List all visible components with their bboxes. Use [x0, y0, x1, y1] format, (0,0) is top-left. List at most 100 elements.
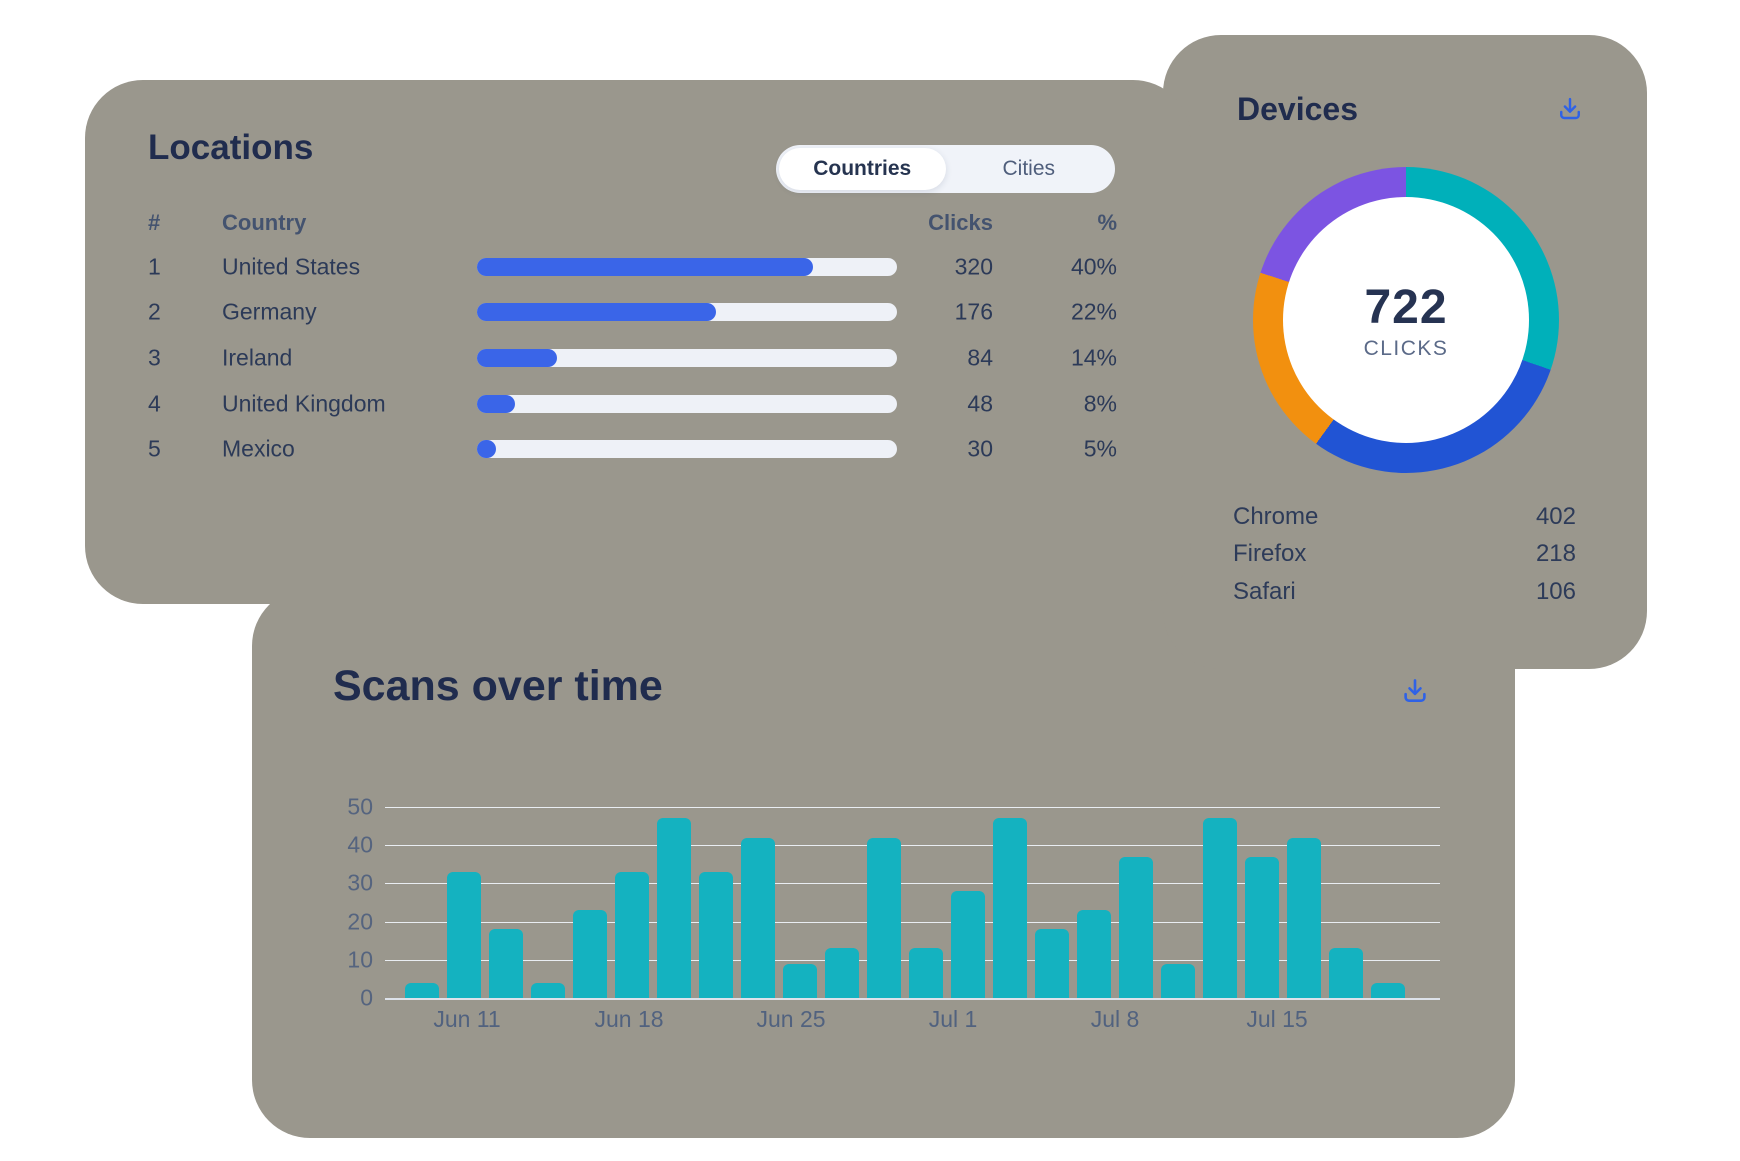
- toggle-cities-button[interactable]: Cities: [946, 148, 1113, 190]
- row-country: Mexico: [222, 435, 295, 462]
- clicks-bar-fill: [477, 348, 557, 367]
- locations-table-body: 1 United States 320 40% 2 Germany 176 22% 3 Irela…: [100, 244, 1167, 472]
- bar[interactable]: [1287, 837, 1321, 998]
- clicks-bar-track: [477, 257, 897, 276]
- table-row: 2 Germany 176 22%: [100, 290, 1167, 336]
- clicks-bar-track: [477, 303, 897, 322]
- bar[interactable]: [447, 871, 481, 998]
- bar[interactable]: [1371, 982, 1405, 998]
- donut-center-text: 722 CLICKS: [1253, 167, 1559, 473]
- x-axis-tick-label: Jun 25: [756, 1006, 826, 1032]
- gridline: [385, 845, 1440, 847]
- legend-label: Firefox: [1233, 540, 1307, 568]
- legend-row: Safari 106: [1233, 573, 1576, 611]
- row-rank: 1: [148, 253, 161, 280]
- bar[interactable]: [1245, 856, 1279, 998]
- bar[interactable]: [657, 818, 691, 998]
- gridline: [385, 807, 1440, 808]
- donut-total-clicks: 722: [1364, 280, 1448, 334]
- bar[interactable]: [825, 948, 859, 998]
- gridline: [385, 998, 1440, 1000]
- bar[interactable]: [951, 891, 985, 998]
- legend-row: Chrome 402: [1233, 498, 1576, 536]
- y-axis-tick-label: 0: [360, 984, 373, 1011]
- clicks-bar-track: [477, 440, 897, 459]
- x-axis-tick-label: Jul 15: [1246, 1006, 1308, 1032]
- bar[interactable]: [1329, 948, 1363, 998]
- bar[interactable]: [867, 837, 901, 998]
- row-clicks: 48: [967, 390, 993, 417]
- countries-cities-toggle: Countries Cities: [776, 145, 1115, 193]
- table-row: 5 Mexico 30 5%: [100, 426, 1167, 472]
- clicks-bar-fill: [477, 303, 717, 322]
- bar[interactable]: [1161, 963, 1195, 998]
- y-axis-tick-label: 20: [347, 908, 373, 935]
- y-axis-tick-label: 50: [347, 793, 373, 820]
- legend-row: Firefox 218: [1233, 536, 1576, 574]
- row-rank: 5: [148, 435, 161, 462]
- toggle-countries-button[interactable]: Countries: [779, 148, 946, 190]
- clicks-bar-fill: [477, 440, 496, 459]
- locations-card-title: Locations: [148, 128, 314, 167]
- row-rank: 4: [148, 390, 161, 417]
- clicks-bar-track: [477, 348, 897, 367]
- bar[interactable]: [489, 929, 523, 998]
- bar[interactable]: [405, 982, 439, 998]
- y-axis-tick-label: 10: [347, 946, 373, 973]
- legend-value: 402: [1535, 502, 1576, 530]
- devices-card: Devices 722 CLICKS Chrome 402 Firefox 218 Sa…: [1163, 35, 1647, 669]
- row-percent: 22%: [1070, 298, 1117, 325]
- scans-over-time-card: Scans over time 0 10 20 30 40 50 Jun 11 Jun 18 J…: [252, 588, 1515, 1138]
- x-axis-tick-label: Jul 8: [1090, 1006, 1140, 1032]
- y-axis-tick-label: 30: [347, 869, 373, 896]
- clicks-bar-fill: [477, 394, 515, 413]
- bar[interactable]: [573, 910, 607, 998]
- download-icon[interactable]: [1556, 95, 1584, 128]
- row-country: Ireland: [222, 344, 293, 371]
- legend-value: 218: [1535, 540, 1576, 568]
- bar[interactable]: [909, 948, 943, 998]
- row-percent: 14%: [1070, 344, 1117, 371]
- gridline: [385, 883, 1440, 885]
- bar[interactable]: [1203, 818, 1237, 998]
- devices-donut-chart[interactable]: [1253, 167, 1559, 473]
- row-country: United States: [222, 253, 361, 280]
- gridline: [385, 921, 1440, 923]
- x-axis-tick-label: Jul 1: [928, 1006, 978, 1032]
- header-percent: %: [1097, 210, 1117, 235]
- row-rank: 2: [148, 298, 161, 325]
- bar[interactable]: [741, 837, 775, 998]
- row-clicks: 320: [954, 253, 993, 280]
- download-icon[interactable]: [1400, 676, 1430, 711]
- row-clicks: 176: [954, 298, 993, 325]
- bar[interactable]: [615, 871, 649, 998]
- row-percent: 5%: [1083, 435, 1117, 462]
- x-axis-tick-label: Jun 11: [433, 1006, 501, 1032]
- legend-label: Safari: [1233, 577, 1296, 605]
- legend-label: Chrome: [1233, 502, 1319, 530]
- devices-card-title: Devices: [1237, 91, 1358, 127]
- row-clicks: 84: [967, 344, 993, 371]
- bar[interactable]: [699, 871, 733, 998]
- y-axis-tick-label: 40: [347, 831, 373, 858]
- header-clicks: Clicks: [928, 210, 993, 235]
- x-axis-tick-label: Jun 18: [594, 1006, 664, 1032]
- header-rank: #: [148, 210, 161, 235]
- bar[interactable]: [531, 982, 565, 998]
- bar[interactable]: [1035, 929, 1069, 998]
- row-percent: 40%: [1070, 253, 1117, 280]
- table-row: 3 Ireland 84 14%: [100, 335, 1167, 381]
- bar[interactable]: [783, 963, 817, 998]
- clicks-bar-track: [477, 394, 897, 413]
- header-country: Country: [222, 210, 307, 235]
- bar[interactable]: [1119, 856, 1153, 998]
- devices-legend: Chrome 402 Firefox 218 Safari 106: [1233, 498, 1576, 611]
- row-clicks: 30: [967, 435, 993, 462]
- bar[interactable]: [993, 818, 1027, 998]
- bar[interactable]: [1077, 910, 1111, 998]
- scans-card-title: Scans over time: [333, 662, 663, 710]
- donut-clicks-label: CLICKS: [1363, 336, 1449, 360]
- row-percent: 8%: [1083, 390, 1117, 417]
- legend-value: 106: [1535, 577, 1576, 605]
